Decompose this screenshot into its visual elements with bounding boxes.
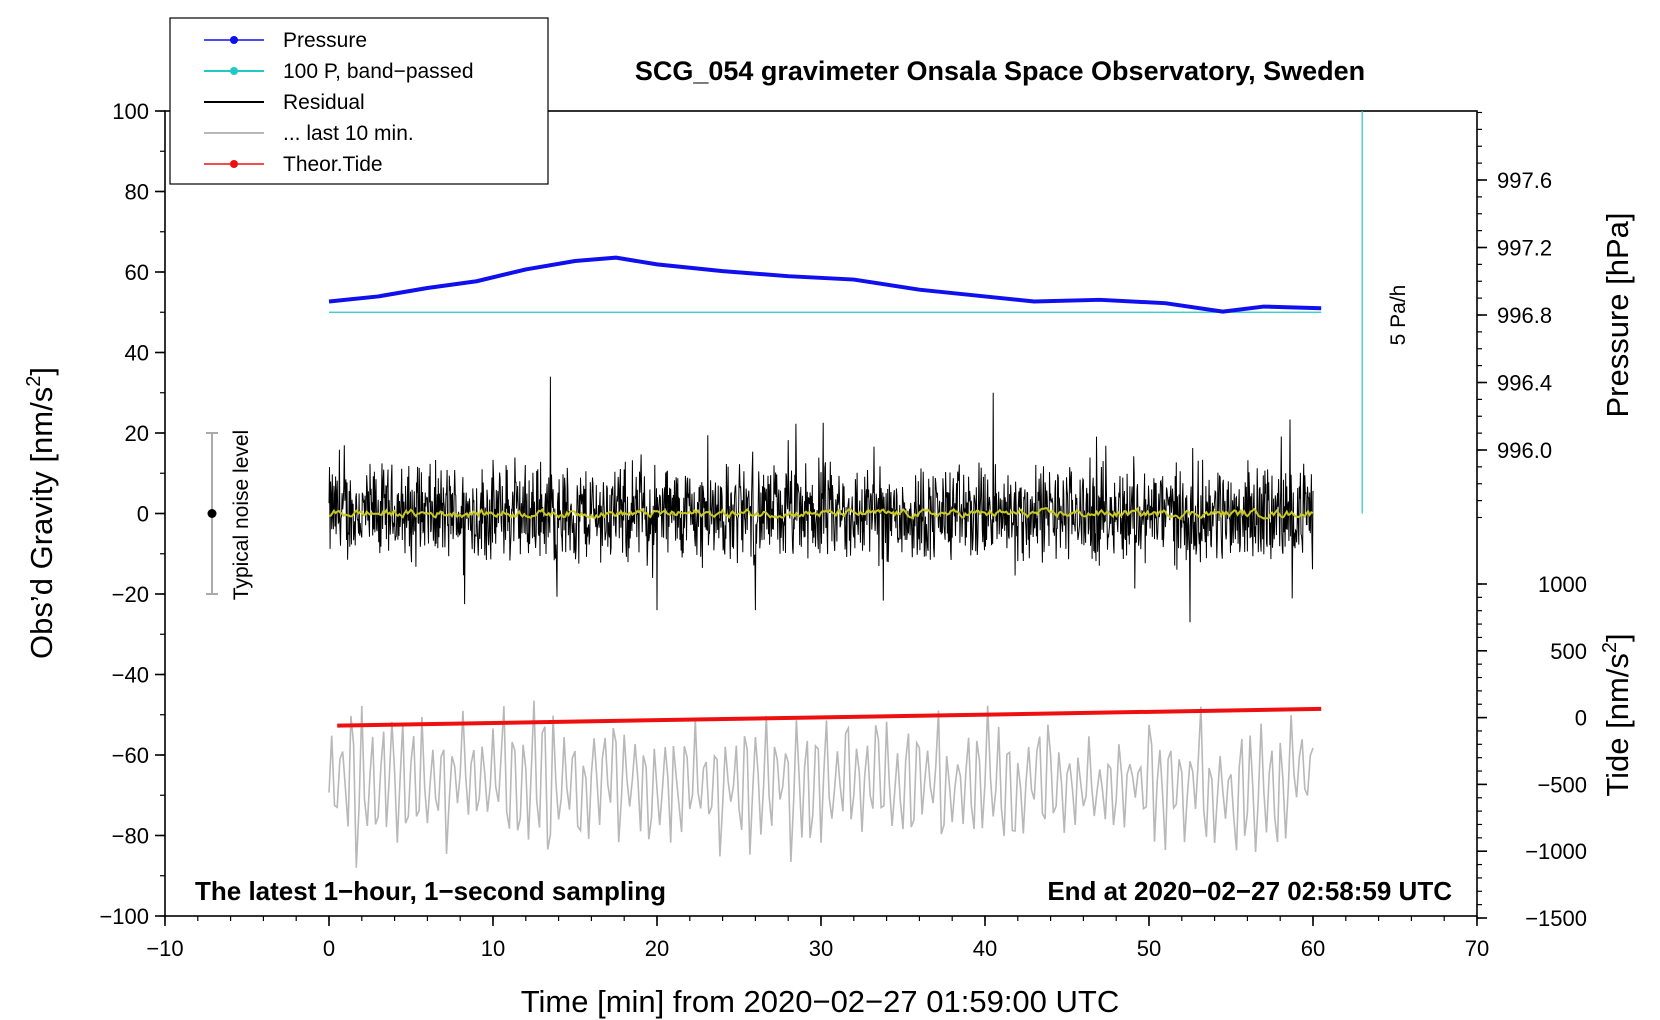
scale-bar-label: 5 Pa/h	[1387, 285, 1410, 346]
x-tick-label: 60	[1301, 936, 1325, 961]
y-axis-label-tide: Tide [nm/s2]	[1599, 633, 1635, 796]
annotation-right-bottom: End at 2020−02−27 02:58:59 UTC	[1047, 876, 1452, 906]
noise-indicator	[206, 432, 218, 595]
legend-marker	[230, 67, 238, 75]
y-tick-label: 60	[125, 260, 149, 285]
chart-title: SCG_054 gravimeter Onsala Space Observat…	[635, 56, 1365, 86]
x-tick-label: 70	[1465, 936, 1489, 961]
x-tick-label: 40	[973, 936, 997, 961]
tide-tick-label: −1500	[1525, 906, 1587, 931]
legend-label: Residual	[283, 91, 365, 114]
x-tick-label: 20	[645, 936, 669, 961]
y-axis-label-pressure: Pressure [hPa]	[1600, 212, 1635, 417]
x-tick-label: 50	[1137, 936, 1161, 961]
x-tick-label: −10	[146, 936, 183, 961]
x-tick-label: 0	[323, 936, 335, 961]
legend-box	[169, 17, 549, 185]
y-tick-label: −40	[112, 663, 149, 688]
y-tick-label: −80	[112, 824, 149, 849]
legend-marker	[230, 160, 238, 168]
y-axis-label-left: Obs’d Gravity [nm/s2]	[23, 367, 59, 659]
legend-label: 100 P, band−passed	[283, 60, 474, 83]
y-axis-gravity: 100 80 60 40 20 0 −20 −40 −60 −80 −100	[99, 99, 165, 929]
x-axis-label: Time [min] from 2020−02−27 01:59:00 UTC	[521, 984, 1120, 1019]
legend-label: Theor.Tide	[283, 153, 383, 176]
legend: Pressure 100 P, band−passed Residual ... la…	[204, 29, 474, 176]
series-residual-smoothed-line	[329, 507, 1314, 520]
x-tick-label: 30	[809, 936, 833, 961]
y-tick-label: −20	[112, 582, 149, 607]
series-pressure-line	[328, 255, 1322, 314]
tide-tick-label: 1000	[1538, 572, 1587, 597]
y-tick-label: 0	[137, 502, 149, 527]
legend-label: Pressure	[283, 29, 367, 52]
tide-tick-label: −1000	[1525, 839, 1587, 864]
legend-label: ... last 10 min.	[283, 122, 414, 145]
y-axis-pressure: 997.6 997.2 996.8 996.4 996.0	[1477, 111, 1552, 519]
y-tick-label: 80	[125, 180, 149, 205]
pressure-tick-label: 996.4	[1497, 371, 1552, 396]
y-tick-label: 40	[125, 341, 149, 366]
pressure-tick-label: 996.0	[1497, 438, 1552, 463]
series-last-10-min-line	[328, 700, 1314, 868]
y-tick-label: 100	[112, 99, 149, 124]
series-layer	[328, 111, 1363, 868]
series-residual-line	[328, 376, 1314, 623]
pressure-tick-label: 997.2	[1497, 236, 1552, 261]
y-tick-label: −60	[112, 743, 149, 768]
tide-tick-label: 500	[1550, 639, 1587, 664]
noise-label: Typical noise level	[230, 430, 253, 600]
legend-marker	[230, 36, 238, 44]
x-tick-label: 10	[481, 936, 505, 961]
tide-tick-label: 0	[1575, 706, 1587, 731]
pressure-tick-label: 996.8	[1497, 303, 1552, 328]
annotation-left-bottom: The latest 1−hour, 1−second sampling	[195, 876, 666, 906]
pressure-tick-label: 997.6	[1497, 168, 1552, 193]
y-axis-tide: 1000 500 0 −500 −1000 −1500	[1477, 572, 1587, 931]
tide-tick-label: −500	[1537, 772, 1587, 797]
y-tick-label: −100	[99, 904, 149, 929]
noise-center-dot	[207, 509, 217, 518]
x-axis: −10 0 10 20 30 40 50 60 70	[146, 916, 1489, 961]
y-tick-label: 20	[125, 421, 149, 446]
series-tide-line	[337, 706, 1322, 728]
